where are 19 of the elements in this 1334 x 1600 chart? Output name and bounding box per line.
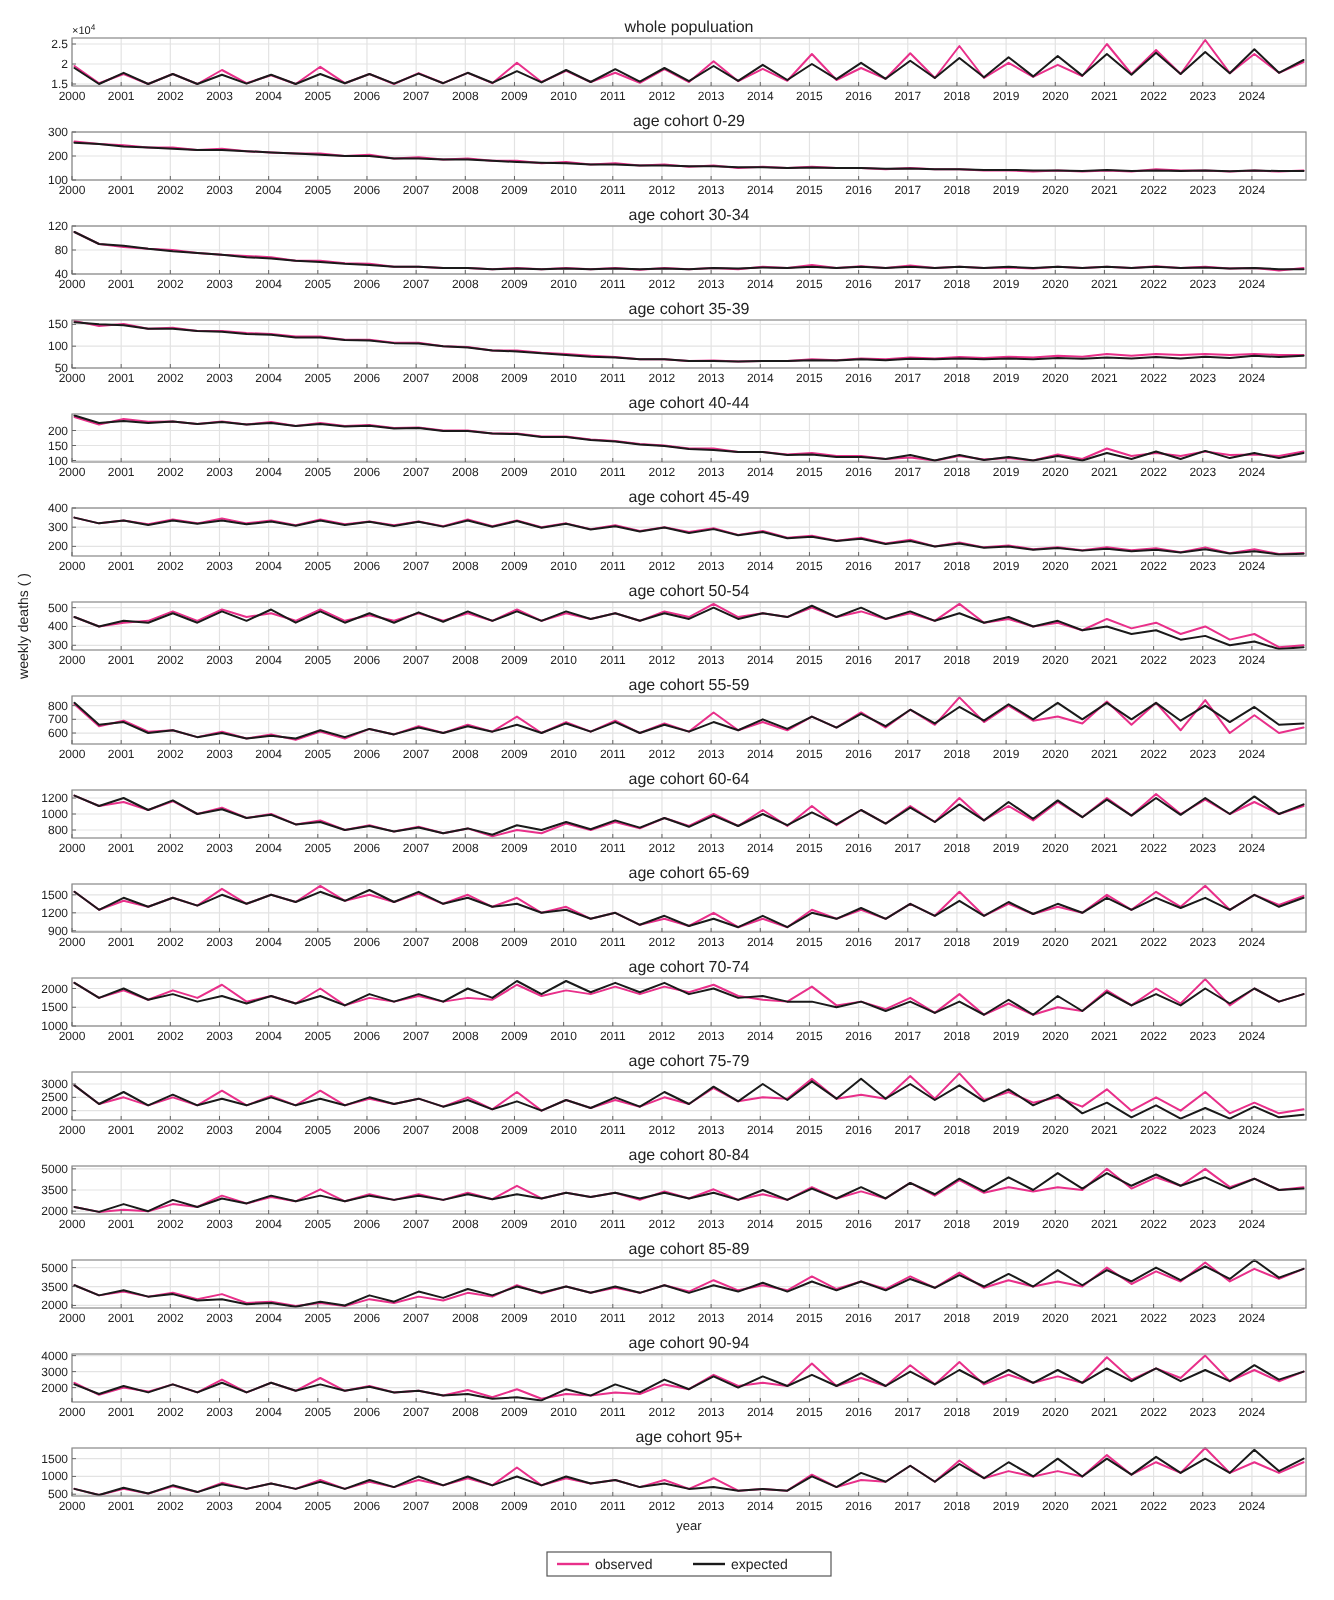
- chart-title: age cohort 35-39: [628, 300, 751, 318]
- line-series: [73, 516, 1305, 556]
- line-series: [73, 1364, 1305, 1402]
- chart-title: age cohort 80-84: [628, 1146, 751, 1164]
- chart-title: age cohort 90-94: [628, 1334, 751, 1352]
- chart-title: age cohort 55-59: [628, 676, 751, 694]
- chart-title: age cohort 50-54: [628, 582, 751, 600]
- chart-title: whole populuation: [622, 18, 754, 36]
- chart-title: age cohort 70-74: [628, 958, 751, 976]
- chart-title: age cohort 30-34: [628, 206, 751, 224]
- chart-title: age cohort 95+: [635, 1428, 744, 1446]
- chart-title: age cohort 60-64: [628, 770, 751, 788]
- chart-title: age cohort 85-89: [628, 1240, 751, 1258]
- chart-title: age cohort 45-49: [628, 488, 751, 506]
- chart-title: age cohort 75-79: [628, 1052, 751, 1070]
- line-series: [73, 1354, 1305, 1400]
- chart-title: age cohort 65-69: [628, 864, 751, 882]
- chart-title: age cohort 40-44: [628, 394, 751, 412]
- chart-title: age cohort 0-29: [632, 112, 747, 130]
